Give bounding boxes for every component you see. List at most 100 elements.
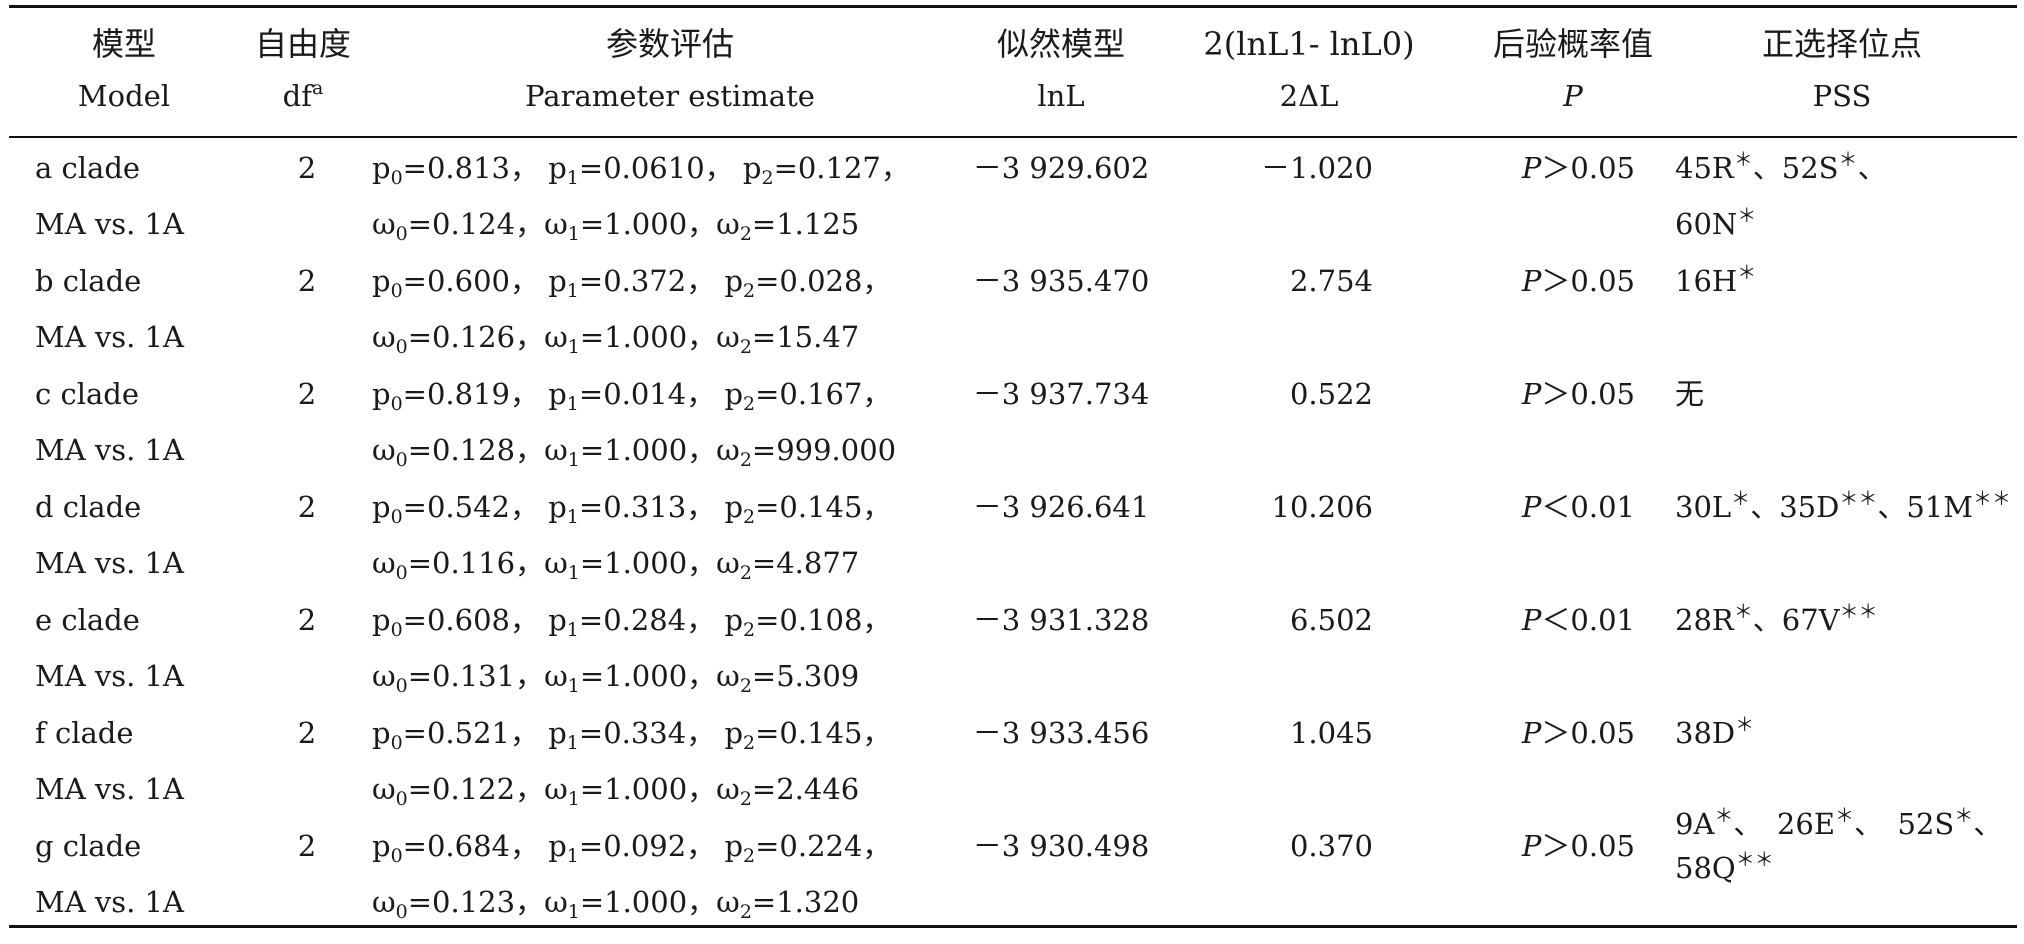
p-value-text: ＞0.05 [1541, 829, 1635, 863]
header-en-label: P [1563, 79, 1583, 113]
header-en-3: lnL [1037, 78, 1084, 114]
header-cn-label: 后验概率值 [1492, 25, 1654, 63]
param-subscript: 0 [390, 393, 403, 415]
param-subscript: 0 [390, 167, 403, 189]
pss-sites-continued: 58Q＊＊ [1675, 850, 1774, 886]
pss-site: 45R [1675, 151, 1734, 185]
pss-sites-continued: 60N＊ [1675, 206, 1756, 242]
df-value: 2 [298, 150, 316, 186]
param-p0-value: =0.813， [402, 151, 539, 185]
p-value-text: ＞0.05 [1541, 264, 1635, 298]
delta-l-value: 2.754 [1290, 263, 1373, 299]
model-name: g clade [35, 828, 141, 864]
df-value-text: 2 [297, 490, 317, 524]
header-en-2: Parameter estimate [525, 78, 815, 114]
lnl-value-text: －3 931.328 [972, 603, 1150, 637]
param-subscript: 2 [739, 788, 752, 810]
p-value-text: ＞0.05 [1541, 377, 1635, 411]
header-en-label: PSS [1812, 79, 1872, 113]
header-cn-label: 自由度 [254, 25, 352, 63]
param-subscript: 0 [390, 619, 403, 641]
model-comparison: MA vs. 1A [35, 319, 184, 355]
header-cn-label: 似然模型 [996, 25, 1126, 63]
pss-site: 无 [1675, 377, 1705, 411]
significance-mark: ＊ [1735, 714, 1755, 736]
table-header-rule [9, 136, 2017, 138]
param-subscript: 2 [739, 223, 752, 245]
param-p2-value: =0.145， [755, 716, 892, 750]
significance-mark: ＊ [1731, 488, 1751, 510]
param-subscript: 0 [395, 223, 408, 245]
header-en-label: df [282, 79, 312, 113]
model-name-text: d clade [35, 490, 142, 524]
header-en-5: P [1563, 78, 1583, 114]
df-value: 2 [298, 828, 316, 864]
pss-site: 、 [1973, 807, 2003, 841]
pss-sites: 无 [1675, 376, 1704, 412]
param-proportions: p0=0.608， p1=0.284， p2=0.108， [372, 603, 892, 641]
param-w1-value: =1.000， [579, 659, 717, 693]
pss-sites: 38D＊ [1675, 715, 1754, 751]
param-w1-value: =1.000， [579, 433, 717, 467]
header-cn-3: 似然模型 [997, 26, 1125, 62]
param-proportions: p0=0.819， p1=0.014， p2=0.167， [372, 377, 892, 415]
header-cn-5: 后验概率值 [1493, 26, 1653, 62]
param-subscript: 0 [395, 562, 408, 584]
param-subscript: 0 [390, 506, 403, 528]
significance-mark: ＊ [1737, 205, 1757, 227]
param-subscript: 0 [390, 845, 403, 867]
param-subscript: 1 [567, 449, 580, 471]
pss-sites: 28R＊、67V＊＊ [1675, 602, 1878, 638]
param-proportions: p0=0.542， p1=0.313， p2=0.145， [372, 490, 892, 528]
delta-l-value-text: 6.502 [1289, 603, 1373, 637]
p-value: P＜0.01 [1522, 602, 1635, 638]
param-subscript: 2 [743, 280, 756, 302]
param-subscript: 0 [395, 675, 408, 697]
p-symbol: P [1521, 716, 1542, 750]
param-subscript: 0 [390, 732, 403, 754]
param-w1-value: =1.000， [579, 546, 717, 580]
param-subscript: 2 [739, 675, 752, 697]
model-comparison-text: MA vs. 1A [35, 659, 184, 693]
param-subscript: 2 [743, 506, 756, 528]
param-subscript: 0 [395, 449, 408, 471]
header-en-label: Parameter estimate [525, 79, 815, 113]
param-omegas: ω0=0.123，ω1=1.000，ω2=1.320 [372, 885, 860, 923]
param-p0-value: =0.600， [402, 264, 539, 298]
model-name: b clade [35, 263, 141, 299]
p-value: P＞0.05 [1522, 828, 1635, 864]
p-symbol: P [1521, 603, 1542, 637]
df-value: 2 [298, 715, 316, 751]
param-subscript: 1 [567, 223, 580, 245]
param-p0-value: =0.608， [402, 603, 539, 637]
p-symbol: P [1521, 490, 1542, 524]
model-comparison-text: MA vs. 1A [35, 207, 184, 241]
delta-l-value: 0.522 [1290, 376, 1373, 412]
significance-mark: ＊ [1835, 805, 1855, 827]
param-subscript: 1 [567, 336, 580, 358]
lnl-value: －3 930.498 [973, 828, 1150, 864]
significance-mark: ＊ [1733, 149, 1753, 171]
param-p2-value: =0.108， [755, 603, 892, 637]
param-p1-value: =0.092， [578, 829, 716, 863]
delta-l-value: 10.206 [1272, 489, 1373, 525]
param-p1-value: =0.0610， [578, 151, 734, 185]
param-subscript: 0 [395, 788, 408, 810]
lnl-value-text: －3 926.641 [972, 490, 1150, 524]
pss-site: 58Q [1675, 851, 1736, 885]
param-w2-value: =4.877 [751, 546, 860, 580]
lnl-value: －3 935.470 [973, 263, 1150, 299]
df-value-text: 2 [297, 377, 317, 411]
param-subscript: 2 [743, 393, 756, 415]
lnl-value: －3 933.456 [973, 715, 1150, 751]
param-subscript: 1 [567, 675, 580, 697]
pss-sites: 30L＊、35D＊＊、51M＊＊ [1675, 489, 2011, 525]
delta-l-value-text: 2.754 [1289, 264, 1373, 298]
significance-mark: ＊ [1733, 601, 1753, 623]
param-p2-value: =0.167， [755, 377, 892, 411]
param-w2-value: =999.000 [751, 433, 897, 467]
pss-sites: 16H＊ [1675, 263, 1756, 299]
model-comparison: MA vs. 1A [35, 771, 184, 807]
p-symbol: P [1521, 264, 1542, 298]
p-value-text: ＞0.05 [1541, 716, 1635, 750]
